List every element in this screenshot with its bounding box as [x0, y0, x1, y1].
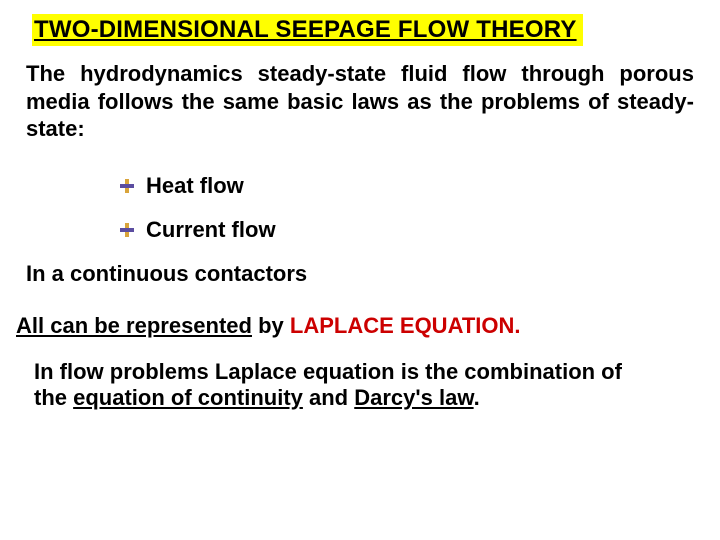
darcy-underline: Darcy's law: [354, 385, 473, 410]
page-title: TWO-DIMENSIONAL SEEPAGE FLOW THEORY: [34, 16, 577, 43]
cross-bullet-icon: [120, 223, 134, 237]
laplace-line: All can be represented by LAPLACE EQUATI…: [16, 313, 694, 339]
bullet-list: Heat flow Current flow: [120, 173, 694, 243]
contactors-line: In a continuous contactors: [26, 261, 694, 287]
title-highlight: TWO-DIMENSIONAL SEEPAGE FLOW THEORY: [32, 14, 583, 46]
flow-line-1: In flow problems Laplace equation is the…: [34, 359, 622, 384]
intro-paragraph: The hydrodynamics steady-state fluid flo…: [26, 60, 694, 143]
flow-2e: .: [474, 385, 480, 410]
list-item: Current flow: [120, 217, 694, 243]
bullet-label: Current flow: [146, 217, 276, 243]
represented-prefix: All can be represented: [16, 313, 252, 338]
flow-2c: and: [303, 385, 354, 410]
flow-paragraph: In flow problems Laplace equation is the…: [34, 359, 694, 413]
laplace-equation-text: LAPLACE EQUATION: [290, 313, 514, 338]
bullet-label: Heat flow: [146, 173, 244, 199]
flow-2a: the: [34, 385, 73, 410]
list-item: Heat flow: [120, 173, 694, 199]
represented-mid: by: [252, 313, 290, 338]
slide-page: TWO-DIMENSIONAL SEEPAGE FLOW THEORY The …: [0, 0, 720, 412]
cross-bullet-icon: [120, 179, 134, 193]
continuity-underline: equation of continuity: [73, 385, 303, 410]
laplace-period: .: [514, 313, 520, 338]
